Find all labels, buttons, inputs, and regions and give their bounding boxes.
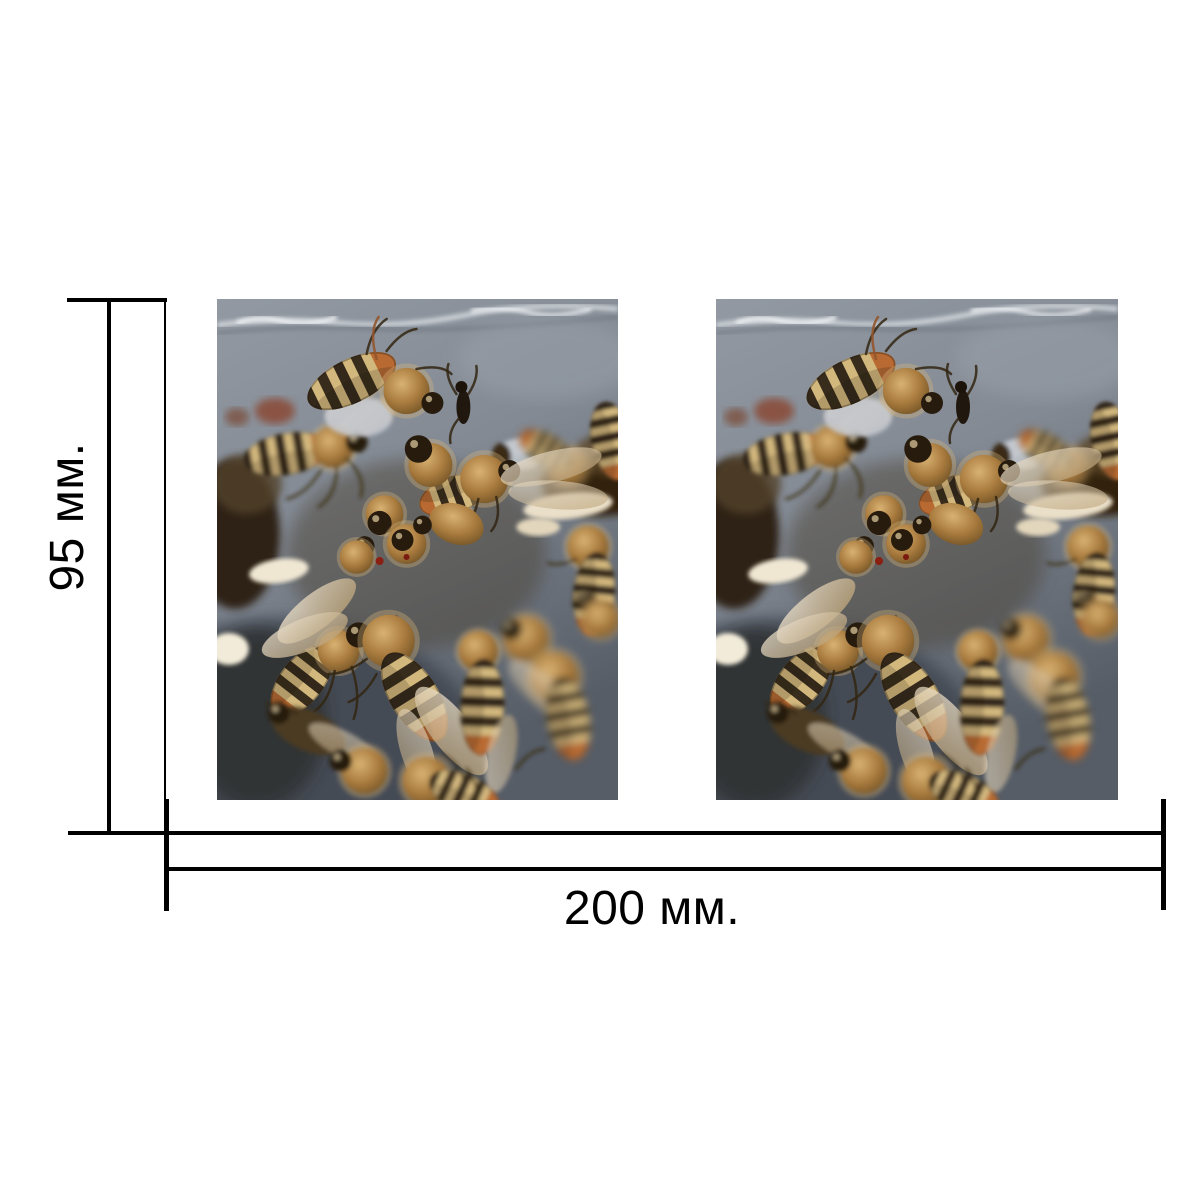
left-extension-line [164,302,166,799]
bee-photo-right-art [716,299,1118,800]
height-dimension-line [107,298,111,835]
bee-photo-left-art [217,299,618,800]
height-dimension-label: 95 мм. [41,442,94,592]
width-right-end-tick [1161,799,1166,910]
bee-photo-right [716,299,1118,800]
height-top-cap-line [67,298,167,302]
width-dimension-label: 200 мм. [563,882,741,935]
width-left-end-tick [164,799,169,911]
width-dimension-line [164,867,1166,871]
baseline-extension-line [68,831,1166,835]
bee-photo-left [217,299,618,800]
